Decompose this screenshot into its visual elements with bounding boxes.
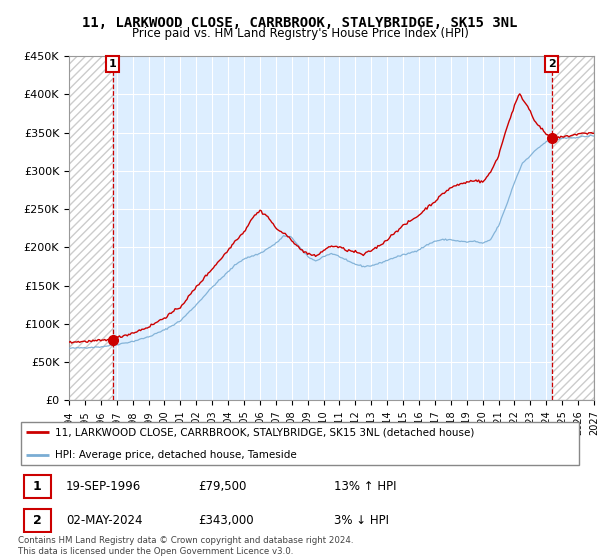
- Text: 13% ↑ HPI: 13% ↑ HPI: [334, 480, 397, 493]
- Text: £79,500: £79,500: [199, 480, 247, 493]
- Text: Price paid vs. HM Land Registry's House Price Index (HPI): Price paid vs. HM Land Registry's House …: [131, 27, 469, 40]
- Text: 1: 1: [109, 59, 116, 69]
- FancyBboxPatch shape: [21, 422, 579, 465]
- Bar: [69, 56, 113, 400]
- Text: £343,000: £343,000: [199, 514, 254, 527]
- Text: 02-MAY-2024: 02-MAY-2024: [66, 514, 142, 527]
- FancyBboxPatch shape: [23, 475, 51, 498]
- Text: HPI: Average price, detached house, Tameside: HPI: Average price, detached house, Tame…: [55, 450, 296, 460]
- Text: 1: 1: [33, 480, 41, 493]
- Bar: [551, 56, 594, 400]
- Text: 11, LARKWOOD CLOSE, CARRBROOK, STALYBRIDGE, SK15 3NL: 11, LARKWOOD CLOSE, CARRBROOK, STALYBRID…: [82, 16, 518, 30]
- Text: 19-SEP-1996: 19-SEP-1996: [66, 480, 141, 493]
- Text: 11, LARKWOOD CLOSE, CARRBROOK, STALYBRIDGE, SK15 3NL (detached house): 11, LARKWOOD CLOSE, CARRBROOK, STALYBRID…: [55, 427, 474, 437]
- Text: 3% ↓ HPI: 3% ↓ HPI: [334, 514, 389, 527]
- FancyBboxPatch shape: [23, 508, 51, 532]
- Text: 2: 2: [548, 59, 556, 69]
- Text: Contains HM Land Registry data © Crown copyright and database right 2024.
This d: Contains HM Land Registry data © Crown c…: [18, 536, 353, 556]
- Text: 2: 2: [33, 514, 41, 527]
